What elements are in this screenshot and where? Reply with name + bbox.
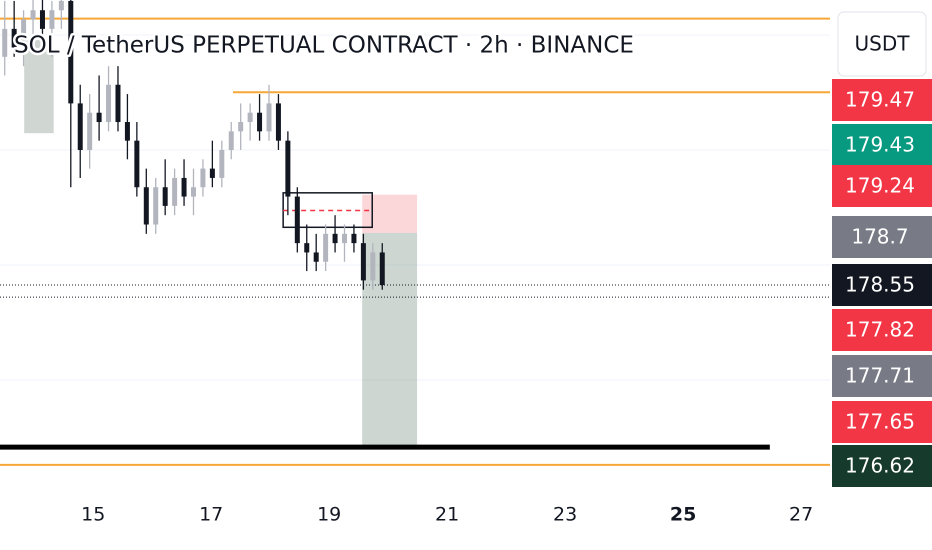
candle-body: [162, 187, 168, 206]
candle-body: [257, 112, 263, 132]
candle-body: [172, 177, 178, 206]
price-tag-label: 179.43: [845, 133, 915, 157]
candle-body: [30, 10, 36, 20]
candle-body: [370, 252, 376, 281]
candle-body: [96, 112, 102, 123]
chart-title: SOL / TetherUS PERPETUAL CONTRACT · 2h ·…: [14, 33, 634, 59]
candle-body: [77, 103, 83, 150]
candle-body: [294, 196, 300, 244]
x-tick-label: 23: [553, 504, 577, 526]
candle-body: [87, 112, 93, 150]
price-tag-label: 179.47: [845, 88, 915, 112]
candle-body: [58, 0, 64, 11]
candle-body: [228, 131, 234, 150]
price-tag: [832, 401, 932, 443]
candle-body: [200, 168, 206, 188]
currency-label[interactable]: USDT: [855, 32, 911, 56]
candle-body: [49, 10, 55, 29]
currency-button[interactable]: [837, 11, 927, 77]
x-tick-label: 17: [199, 504, 223, 526]
plot-area: [0, 0, 830, 466]
candle-body: [238, 122, 244, 132]
price-tag-label: 177.82: [845, 318, 915, 342]
zone: [362, 194, 418, 233]
candle-body: [21, 19, 27, 48]
candle-body: [275, 103, 281, 141]
candle-body: [323, 233, 329, 262]
candle-body: [379, 252, 385, 286]
candle-body: [153, 187, 159, 225]
zone: [24, 40, 54, 134]
x-tick-label: 19: [317, 504, 341, 526]
price-tag: [832, 216, 932, 258]
candle-body: [106, 84, 112, 123]
candle-body: [247, 112, 253, 123]
price-tag-label: 178.55: [845, 273, 915, 297]
candle-body: [181, 177, 187, 197]
candle-body: [143, 187, 149, 225]
price-tag-label: 178.7: [851, 225, 908, 249]
candle-body: [360, 243, 366, 281]
price-tag: [832, 264, 932, 306]
x-tick-label: 21: [435, 504, 459, 526]
candle-body: [351, 233, 357, 244]
price-tag: [832, 309, 932, 351]
price-tag: [832, 355, 932, 397]
candle-body: [266, 103, 272, 132]
candle-body: [68, 0, 74, 104]
price-tag: [832, 445, 932, 487]
x-tick-label: 15: [81, 504, 105, 526]
price-tag: [832, 79, 932, 121]
candle-body: [313, 252, 319, 262]
candle-body: [219, 149, 225, 178]
candle-body: [304, 243, 310, 253]
candle-body: [342, 233, 348, 244]
price-scale: 179.47 179.43 179.24 178.7 178.55 177.82 177.7…: [832, 79, 932, 487]
candle-body: [124, 122, 130, 141]
price-tag-label: 179.24: [845, 174, 915, 198]
candle-body: [285, 140, 291, 197]
price-tag-label: 177.65: [845, 410, 915, 434]
candle-body: [11, 28, 17, 48]
candle-body: [209, 168, 215, 178]
candle-body: [134, 140, 140, 188]
price-tag: [832, 124, 932, 166]
candle-body: [2, 28, 8, 57]
price-tag-label: 176.62: [845, 454, 915, 478]
price-tag-label: 177.71: [845, 364, 915, 388]
candle-body: [190, 187, 196, 197]
x-tick-label: 27: [789, 504, 813, 526]
candle-body: [115, 84, 121, 123]
x-tick-label: 25: [670, 504, 696, 526]
candle-body: [39, 10, 45, 29]
price-tag: [832, 165, 932, 207]
candle-body: [332, 233, 338, 244]
